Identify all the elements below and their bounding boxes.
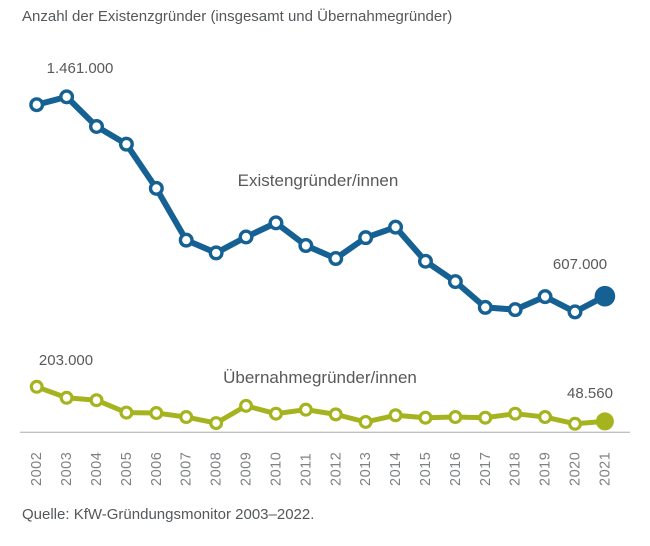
- x-axis-label: 2016: [448, 452, 464, 486]
- data-point: [448, 410, 463, 425]
- data-point: [447, 274, 463, 290]
- x-axis-label: 2014: [388, 452, 404, 486]
- data-label-total-2021: 607.000: [552, 256, 608, 273]
- data-point: [417, 253, 433, 269]
- data-point: [328, 407, 343, 422]
- series-label-takeover: Übernahmegründer/innen: [223, 368, 417, 387]
- data-point-final: [595, 412, 614, 431]
- data-point: [567, 416, 582, 431]
- x-axis-label: 2006: [149, 452, 165, 486]
- data-point: [178, 232, 194, 248]
- series-line: [33, 93, 608, 315]
- data-point: [119, 405, 134, 420]
- x-axis-label: 2011: [298, 453, 314, 486]
- data-point: [298, 238, 314, 254]
- data-label-takeover-2002: 203.000: [38, 352, 94, 369]
- x-axis-label: 2009: [239, 452, 255, 486]
- data-point: [118, 136, 134, 152]
- data-point: [537, 289, 553, 305]
- data-point: [239, 398, 254, 413]
- data-point: [89, 118, 105, 134]
- x-axis-label: 2015: [418, 452, 434, 486]
- data-label-takeover-2021: 48.560: [567, 385, 613, 402]
- x-axis-label: 2002: [29, 452, 45, 486]
- data-point: [418, 410, 433, 425]
- data-point: [358, 414, 373, 429]
- data-point: [268, 406, 283, 421]
- x-axis-label: 2019: [538, 452, 554, 486]
- data-point: [89, 393, 104, 408]
- x-axis-label: 2013: [358, 452, 374, 486]
- data-point: [538, 410, 553, 425]
- series-label-total: Existengründer/innen: [237, 171, 399, 190]
- data-point: [477, 299, 493, 315]
- data-point: [298, 402, 313, 417]
- x-axis-label: 2017: [478, 452, 494, 486]
- data-point: [208, 245, 224, 261]
- data-point: [567, 304, 583, 320]
- data-point: [388, 408, 403, 423]
- x-axis-label: 2005: [119, 452, 135, 486]
- data-point: [478, 410, 493, 425]
- data-point: [268, 215, 284, 231]
- data-point: [149, 406, 164, 421]
- x-axis-label: 2008: [209, 452, 225, 486]
- line-chart: 2002 2003 2004 2005 2006 2007 2008 2009 2010 2011…: [20, 89, 630, 486]
- x-axis-label: 2003: [59, 452, 75, 486]
- x-axis-label: 2010: [268, 452, 284, 486]
- chart-title: Anzahl der Existenzgründer (insgesamt un…: [22, 8, 453, 25]
- data-point: [59, 390, 74, 405]
- data-point: [59, 89, 75, 105]
- data-point: [507, 302, 523, 318]
- x-axis-label: 2007: [179, 452, 195, 486]
- x-axis-label: 2012: [328, 452, 344, 486]
- data-point: [29, 97, 45, 113]
- x-axis-label: 2021: [597, 452, 613, 486]
- data-point: [328, 251, 344, 267]
- data-point: [179, 410, 194, 425]
- x-axis-label: 2004: [89, 452, 105, 486]
- data-point: [358, 230, 374, 246]
- x-axis-label: 2020: [567, 452, 583, 486]
- data-point: [508, 406, 523, 421]
- x-axis-label: 2018: [508, 452, 524, 486]
- data-point: [388, 219, 404, 235]
- data-point: [148, 180, 164, 196]
- data-label-total-2002: 1.461.000: [46, 60, 114, 77]
- data-point: [209, 416, 224, 431]
- source-note: Quelle: KfW-Gründungsmonitor 2003–2022.: [22, 506, 315, 523]
- data-point: [29, 379, 44, 394]
- data-point-final: [594, 285, 616, 307]
- data-point: [238, 229, 254, 245]
